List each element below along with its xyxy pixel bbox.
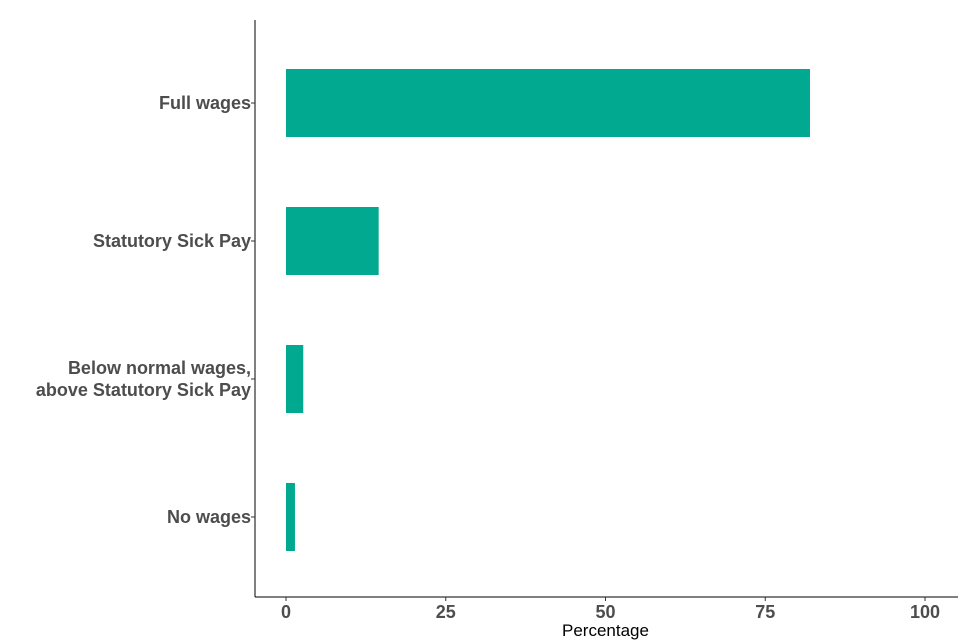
x-tick-label: 0 (281, 602, 291, 622)
x-tick-label: 25 (436, 602, 456, 622)
x-tick-label: 100 (910, 602, 940, 622)
y-axis-categories: Full wages Statutory Sick Pay Below normal… (36, 93, 255, 527)
y-category-label: Full wages (159, 93, 251, 113)
bar (286, 345, 304, 413)
bar (286, 69, 810, 137)
x-axis-ticks: 0 25 50 75 100 (281, 597, 940, 622)
x-tick-label: 50 (595, 602, 615, 622)
y-category-label: Below normal wages, (68, 358, 251, 378)
bars-layer (286, 69, 810, 551)
x-axis-title: Percentage (562, 621, 649, 640)
bar (286, 207, 379, 275)
y-category-label: Statutory Sick Pay (93, 231, 251, 251)
bar (286, 483, 295, 551)
y-category-label: No wages (167, 507, 251, 527)
x-tick-label: 75 (755, 602, 775, 622)
y-category-label: above Statutory Sick Pay (36, 380, 251, 400)
